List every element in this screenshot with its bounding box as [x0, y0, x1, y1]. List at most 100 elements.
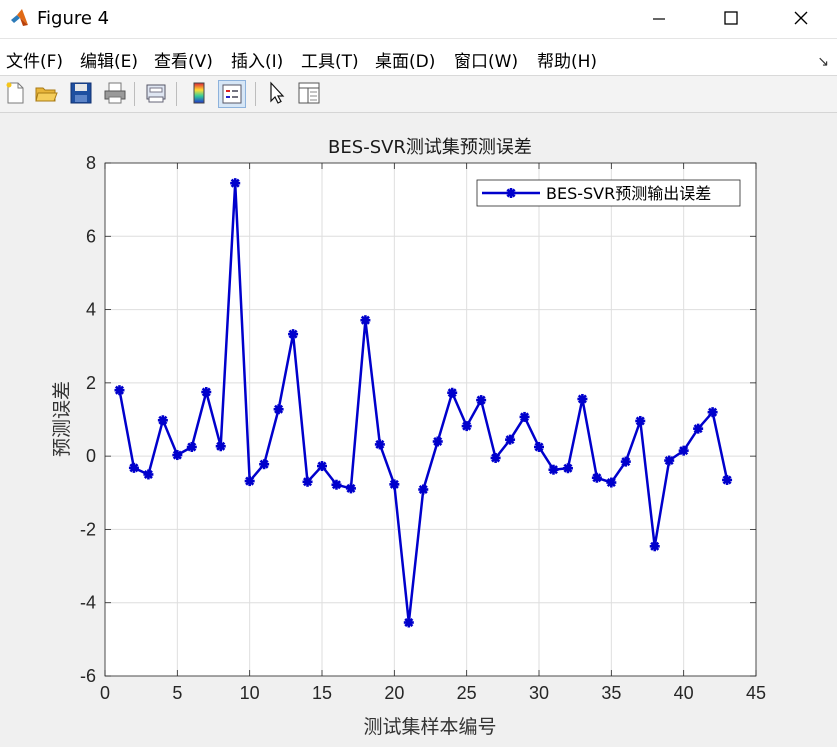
- x-tick-label: 20: [384, 683, 404, 703]
- data-point-marker: [114, 385, 125, 396]
- legend[interactable]: BES-SVR预测输出误差: [476, 179, 741, 207]
- dock-arrow-icon[interactable]: ↘: [817, 53, 829, 69]
- data-point-marker: [186, 441, 197, 452]
- print-icon[interactable]: [102, 80, 128, 106]
- data-point-marker: [230, 178, 241, 189]
- data-point-marker: [403, 617, 414, 628]
- data-point-marker: [606, 477, 617, 488]
- minimize-button[interactable]: [636, 0, 682, 38]
- pointer-icon[interactable]: [264, 80, 290, 106]
- x-tick-label: 30: [529, 683, 549, 703]
- chart-title: BES-SVR测试集预测误差: [328, 137, 532, 158]
- data-point-marker: [345, 483, 356, 494]
- menu-desktop[interactable]: 桌面(D): [375, 52, 436, 72]
- error-line-chart[interactable]: 0 5 10 15 20 25 30 35 40 45 -6 -4 -2 0 2 4 6 8 BES-SVR测试…: [0, 113, 837, 742]
- data-point-marker: [548, 464, 559, 475]
- toolbar-separator: [176, 82, 177, 106]
- x-tick-labels: 0 5 10 15 20 25 30 35 40 45: [100, 683, 766, 703]
- data-point-marker: [519, 411, 530, 422]
- x-axis-label: 测试集样本编号: [363, 716, 496, 738]
- data-point-marker: [707, 407, 718, 418]
- data-point-marker: [374, 439, 385, 450]
- legend-marker-icon: [506, 188, 516, 198]
- menu-file[interactable]: 文件(F): [6, 52, 64, 72]
- new-figure-icon[interactable]: [2, 80, 28, 106]
- maximize-icon: [724, 11, 738, 25]
- x-tick-label: 10: [240, 683, 260, 703]
- x-tick-label: 15: [312, 683, 332, 703]
- y-tick-labels: -6 -4 -2 0 2 4 6 8: [80, 153, 96, 686]
- figure-toolbar: [0, 76, 837, 113]
- save-icon[interactable]: [68, 80, 94, 106]
- data-point-marker: [693, 423, 704, 434]
- close-icon: [794, 11, 808, 25]
- y-tick-label: 8: [86, 153, 96, 173]
- data-point-marker: [360, 315, 371, 326]
- print-preview-icon[interactable]: [143, 80, 169, 106]
- data-point-marker: [215, 441, 226, 452]
- data-point-marker: [476, 395, 487, 406]
- y-tick-label: 6: [86, 226, 96, 246]
- data-point-marker: [432, 436, 443, 447]
- data-point-marker: [201, 387, 212, 398]
- data-point-marker: [259, 459, 270, 470]
- window-titlebar: Figure 4: [0, 0, 837, 39]
- maximize-button[interactable]: [708, 0, 754, 38]
- figure-canvas: 0 5 10 15 20 25 30 35 40 45 -6 -4 -2 0 2 4 6 8 BES-SVR测试…: [0, 113, 837, 742]
- data-point-marker: [591, 472, 602, 483]
- menu-view[interactable]: 查看(V): [154, 52, 213, 72]
- x-tick-label: 0: [100, 683, 110, 703]
- x-tick-label: 40: [674, 683, 694, 703]
- axes-box: [104, 162, 757, 677]
- data-point-marker: [172, 450, 183, 461]
- y-tick-label: -6: [80, 666, 96, 686]
- data-point-marker: [331, 479, 342, 490]
- data-point-marker: [302, 476, 313, 487]
- menu-edit[interactable]: 编辑(E): [80, 52, 139, 72]
- y-tick-label: 4: [86, 300, 96, 320]
- plot-area: [105, 163, 756, 676]
- window-title: Figure 4: [37, 8, 110, 29]
- legend-marker: [506, 188, 516, 198]
- data-point-marker: [418, 484, 429, 495]
- toolbar-separator: [134, 82, 135, 106]
- toolbar-separator: [255, 82, 256, 106]
- property-editor-icon[interactable]: [296, 80, 322, 106]
- legend-icon[interactable]: [218, 80, 246, 108]
- close-button[interactable]: [778, 0, 824, 38]
- data-point-marker: [577, 393, 588, 404]
- y-tick-label: 2: [86, 373, 96, 393]
- data-point-marker: [273, 404, 284, 415]
- y-tick-label: -4: [80, 593, 96, 613]
- y-axis-label: 预测误差: [51, 381, 73, 457]
- x-tick-label: 35: [601, 683, 621, 703]
- colorbar-icon[interactable]: [186, 80, 212, 106]
- data-point-marker: [505, 434, 516, 445]
- data-point-marker: [534, 441, 544, 452]
- data-point-marker: [461, 421, 472, 432]
- menu-help[interactable]: 帮助(H): [537, 52, 598, 72]
- x-tick-label: 45: [746, 683, 766, 703]
- data-point-marker: [143, 469, 154, 480]
- data-point-marker: [157, 415, 168, 426]
- matlab-logo-icon: [11, 9, 28, 26]
- minimize-icon: [653, 18, 665, 20]
- y-tick-label: 0: [86, 446, 96, 466]
- menu-window[interactable]: 窗口(W): [454, 52, 519, 72]
- data-point-marker: [722, 474, 733, 485]
- open-file-icon[interactable]: [33, 80, 59, 106]
- legend-label: BES-SVR预测输出误差: [546, 184, 711, 203]
- menu-bar: 文件(F) 编辑(E) 查看(V) 插入(I) 工具(T) 桌面(D) 窗口(W…: [0, 39, 837, 76]
- data-point-marker: [317, 461, 327, 472]
- data-point-marker: [288, 329, 299, 340]
- data-point-marker: [664, 455, 675, 466]
- data-point-marker: [490, 452, 501, 463]
- data-point-marker: [620, 456, 631, 467]
- menu-tools[interactable]: 工具(T): [301, 52, 359, 72]
- menu-insert[interactable]: 插入(I): [231, 52, 284, 72]
- y-tick-label: -2: [80, 519, 96, 539]
- x-tick-label: 5: [172, 683, 182, 703]
- data-point-marker: [649, 541, 660, 552]
- data-point-marker: [244, 476, 255, 487]
- series-markers: [114, 178, 733, 628]
